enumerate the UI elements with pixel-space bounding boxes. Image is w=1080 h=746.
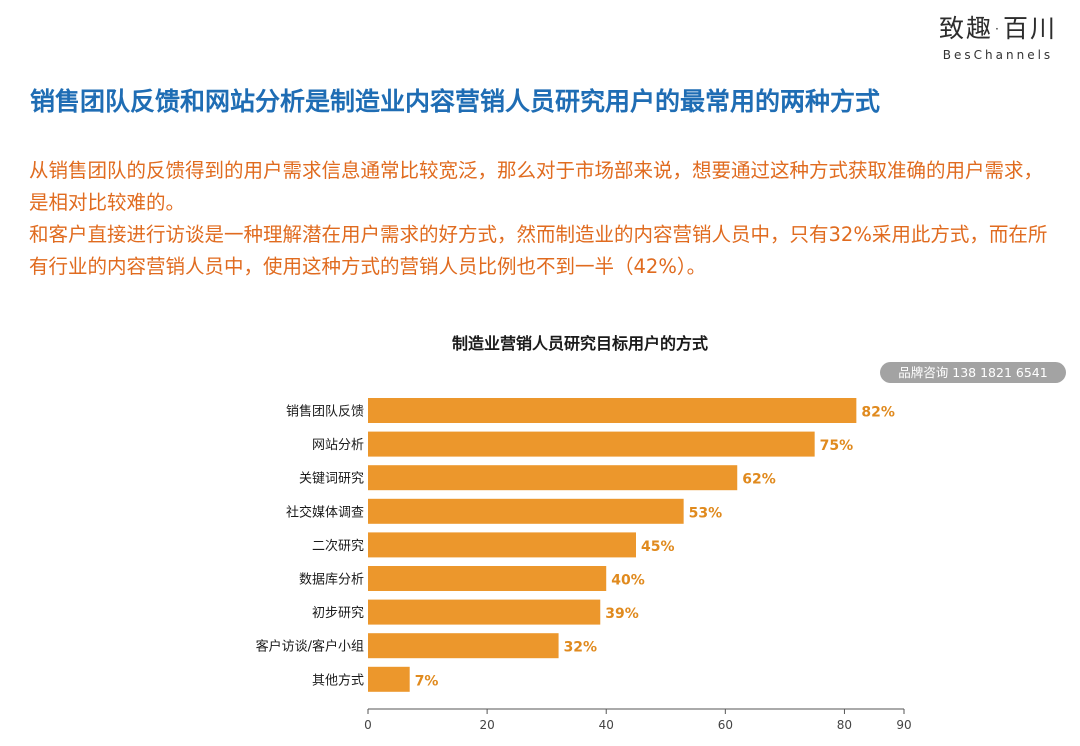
bar (368, 633, 559, 659)
logo-chinese-name: 致趣·百川 (939, 14, 1057, 43)
data-label: 45% (641, 539, 675, 555)
data-label: 62% (742, 472, 776, 488)
x-tick-label: 80 (837, 718, 852, 732)
data-label: 75% (820, 438, 854, 454)
logo-english-name: BesChannels (942, 48, 1054, 62)
page-headline: 销售团队反馈和网站分析是制造业内容营销人员研究用户的最常用的两种方式 (30, 87, 881, 116)
bar (368, 599, 601, 625)
data-label: 32% (564, 640, 598, 656)
data-label: 7% (415, 673, 439, 689)
category-label: 社交媒体调查 (286, 504, 364, 520)
bar (368, 431, 815, 457)
category-label: 初步研究 (312, 606, 364, 621)
x-tick-label: 20 (479, 718, 494, 732)
chart-title: 制造业营销人员研究目标用户的方式 (451, 334, 708, 353)
bar (368, 666, 410, 692)
bar (368, 398, 857, 423)
data-label: 82% (861, 405, 895, 421)
data-label: 53% (689, 505, 723, 521)
category-label: 二次研究 (312, 538, 364, 554)
x-tick-label: 90 (896, 718, 911, 732)
data-label: 39% (605, 606, 639, 622)
category-label: 网站分析 (312, 438, 364, 453)
bar (368, 498, 684, 524)
intro-text: 从销售团队的反馈得到的用户需求信息通常比较宽泛，那么对于市场部来说，想要通过这种… (29, 155, 1059, 283)
contact-badge: 品牌咨询 138 1821 6541 (880, 362, 1066, 383)
x-tick-label: 0 (364, 718, 372, 732)
bar (368, 532, 636, 558)
brand-logo: 致趣·百川 BesChannels (928, 14, 1068, 62)
category-label: 销售团队反馈 (286, 404, 364, 420)
intro-paragraph-2: 和客户直接进行访谈是一种理解潜在用户需求的好方式，然而制造业的内容营销人员中，只… (29, 223, 1048, 278)
data-label: 40% (611, 573, 645, 589)
category-label: 数据库分析 (299, 572, 364, 588)
bar (368, 566, 607, 591)
x-tick-label: 40 (599, 718, 614, 732)
category-label: 关键词研究 (299, 472, 364, 487)
category-label: 客户访谈/客户小组 (256, 639, 364, 655)
x-tick-label: 60 (718, 718, 733, 732)
category-label: 其他方式 (312, 672, 364, 688)
intro-paragraph-1: 从销售团队的反馈得到的用户需求信息通常比较宽泛，那么对于市场部来说，想要通过这种… (29, 159, 1044, 214)
bar (368, 465, 738, 491)
